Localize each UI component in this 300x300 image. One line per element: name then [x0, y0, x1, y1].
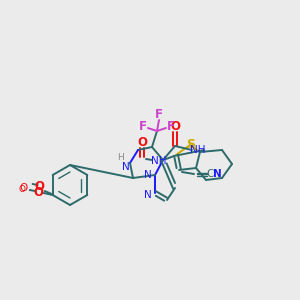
Text: H: H [117, 154, 123, 163]
Text: O: O [19, 184, 26, 194]
Text: N: N [122, 162, 130, 172]
Text: NH: NH [151, 156, 167, 166]
Text: N: N [144, 190, 152, 200]
Text: O: O [137, 136, 147, 148]
Text: F: F [155, 109, 163, 122]
Text: N: N [213, 169, 221, 179]
Text: O: O [20, 183, 28, 193]
Text: F: F [167, 119, 175, 133]
Text: C: C [206, 169, 214, 179]
Text: S: S [187, 137, 196, 151]
Text: N: N [144, 170, 152, 180]
Text: F: F [139, 119, 147, 133]
Text: O: O [35, 181, 45, 194]
Text: O: O [34, 185, 44, 199]
Text: NH: NH [190, 145, 206, 155]
Text: O: O [170, 121, 180, 134]
